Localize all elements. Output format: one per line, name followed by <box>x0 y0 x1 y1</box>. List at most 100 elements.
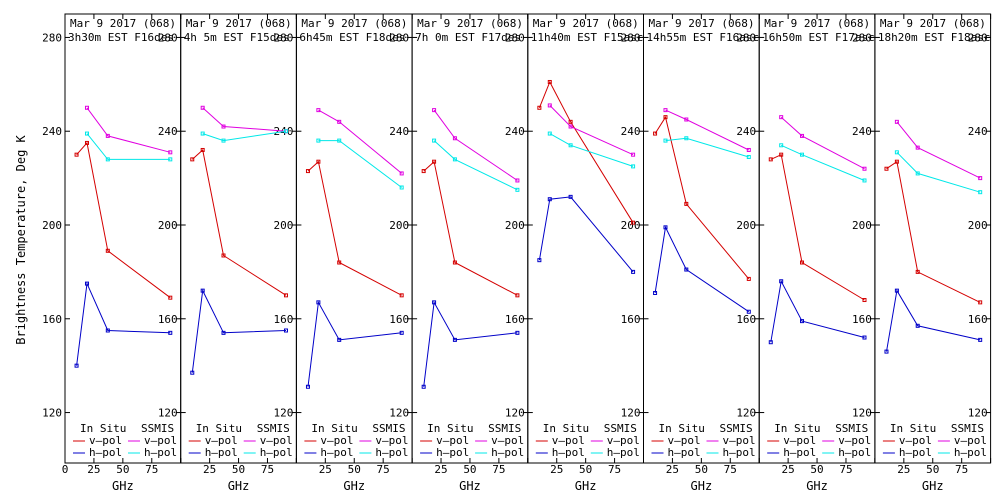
ssmis-h-line <box>202 130 287 142</box>
y-tick-label: 160 <box>736 313 756 326</box>
ssmis-h-line <box>780 144 865 181</box>
ssmis-h-point <box>200 131 205 136</box>
legend-insitu-v-label: v–pol <box>89 434 122 447</box>
y-axis-label: Brightness Temperature, Deg K <box>14 134 28 344</box>
x-axis-label: GHz <box>343 479 365 493</box>
insitu-h-point <box>768 340 773 345</box>
insitu-h-point <box>547 197 552 202</box>
ssmis-v-point <box>200 105 205 110</box>
legend-insitu-h-label: h–pol <box>899 446 932 459</box>
y-tick-label: 120 <box>621 407 641 420</box>
insitu-h-line <box>770 279 865 343</box>
ssmis-v-point <box>862 166 867 171</box>
x-tick-label: 25 <box>666 463 679 476</box>
legend-ssmis-h-label: h–pol <box>723 446 756 459</box>
legend-ssmis-v-label: v–pol <box>144 434 177 447</box>
legend-insitu-v-label: v–pol <box>436 434 469 447</box>
ssmis-v-point <box>221 124 226 129</box>
y-tick-label: 240 <box>736 125 756 138</box>
insitu-v-point <box>663 115 668 120</box>
insitu-h-line <box>307 300 402 387</box>
insitu-h-point <box>316 300 321 305</box>
ssmis-v-point <box>515 178 520 183</box>
legend-insitu-title: In Situ <box>427 422 473 435</box>
insitu-h-point <box>537 258 542 263</box>
x-tick-label: 25 <box>550 463 563 476</box>
y-tick-label: 280 <box>274 31 294 44</box>
insitu-h-line <box>654 225 750 313</box>
legend-ssmis-v-label: v–pol <box>260 434 293 447</box>
legend-insitu-title: In Situ <box>80 422 126 435</box>
ssmis-v-point <box>105 133 110 138</box>
ssmis-v-point <box>168 150 173 155</box>
ssmis-h-line <box>433 140 518 191</box>
insitu-h-point <box>568 194 573 199</box>
y-tick-label: 240 <box>42 125 62 138</box>
legend-insitu-title: In Situ <box>196 422 242 435</box>
legend-insitu-h-label: h–pol <box>320 446 353 459</box>
ssmis-v-point <box>399 171 404 176</box>
panel-title-date: Mar 9 2017 (068) <box>764 17 870 30</box>
legend-ssmis-v-label: v–pol <box>491 434 524 447</box>
insitu-h-point <box>432 300 437 305</box>
legend-insitu-v-label: v–pol <box>899 434 932 447</box>
panel-title-time: 7h 0m EST F17des <box>415 31 521 44</box>
x-tick-label: 75 <box>261 463 274 476</box>
x-tick-label: 75 <box>839 463 852 476</box>
insitu-v-point <box>105 248 110 253</box>
ssmis-h-point <box>399 185 404 190</box>
insitu-v-point <box>894 159 899 164</box>
y-tick-label: 240 <box>852 125 872 138</box>
y-tick-label: 120 <box>42 407 62 420</box>
insitu-h-point <box>800 319 805 324</box>
insitu-v-point <box>547 79 552 84</box>
insitu-v-point <box>337 260 342 265</box>
x-tick-label: 50 <box>116 463 129 476</box>
panel-5: Mar 9 2017 (068)11h40m EST F15asc 120 160 2… <box>527 13 644 493</box>
legend-ssmis-title: SSMIS <box>951 422 984 435</box>
insitu-v-point <box>515 293 520 298</box>
ssmis-v-line <box>202 107 287 132</box>
legend-ssmis-title: SSMIS <box>720 422 753 435</box>
y-tick-label: 200 <box>158 219 178 232</box>
ssmis-v-point <box>432 108 437 113</box>
panel-title-date: Mar 9 2017 (068) <box>186 17 292 30</box>
ssmis-v-point <box>631 152 636 157</box>
ssmis-h-point <box>663 138 668 143</box>
x-tick-label: 50 <box>810 463 823 476</box>
insitu-h-point <box>105 328 110 333</box>
insitu-v-point <box>537 105 542 110</box>
panel-title-date: Mar 9 2017 (068) <box>417 17 523 30</box>
insitu-v-point <box>915 269 920 274</box>
ssmis-h-line <box>665 137 749 158</box>
insitu-h-line <box>886 289 981 352</box>
insitu-v-point <box>653 131 658 136</box>
x-axis-label: GHz <box>228 479 250 493</box>
y-tick-label: 200 <box>389 219 409 232</box>
panel-title-date: Mar 9 2017 (068) <box>649 17 755 30</box>
y-tick-label: 280 <box>42 31 62 44</box>
legend-ssmis-title: SSMIS <box>604 422 637 435</box>
ssmis-h-point <box>452 157 457 162</box>
panel-2: Mar 9 2017 (068)4h 5m EST F15des 120 160 20… <box>180 13 297 493</box>
x-axis-label: GHz <box>575 479 597 493</box>
legend-insitu-h-label: h–pol <box>668 446 701 459</box>
x-tick-label: 75 <box>145 463 158 476</box>
ssmis-h-point <box>568 143 573 148</box>
insitu-v-point <box>316 159 321 164</box>
ssmis-v-line <box>86 107 171 153</box>
legend-ssmis-h-label: h–pol <box>144 446 177 459</box>
ssmis-v-point <box>894 119 899 124</box>
legend-ssmis-title: SSMIS <box>835 422 868 435</box>
insitu-h-point <box>515 330 520 335</box>
ssmis-v-point <box>978 176 983 181</box>
y-tick-label: 280 <box>505 31 525 44</box>
y-tick-label: 240 <box>968 125 988 138</box>
legend-insitu-title: In Situ <box>659 422 705 435</box>
legend-insitu-v-label: v–pol <box>205 434 238 447</box>
ssmis-h-line <box>86 133 171 160</box>
ssmis-h-point <box>746 155 751 160</box>
legend-ssmis-v-label: v–pol <box>954 434 987 447</box>
ssmis-h-point <box>631 164 636 169</box>
insitu-v-point <box>568 119 573 124</box>
